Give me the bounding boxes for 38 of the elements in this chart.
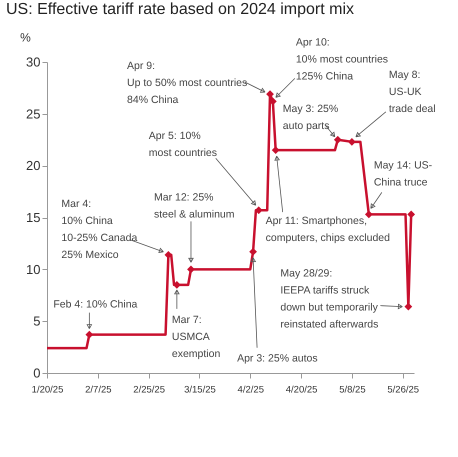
chart-title: US: Effective tariff rate based on 2024 import mix bbox=[6, 1, 354, 18]
annotation: Mar 7: USMCA exemption bbox=[172, 314, 220, 360]
annotation: Apr 5: 10% most countries bbox=[148, 130, 218, 160]
x-tick-label: 2/25/25 bbox=[133, 384, 165, 396]
annotation: May 8: US-UK trade deal bbox=[388, 68, 436, 115]
x-tick-label: 4/20/25 bbox=[286, 384, 318, 396]
point bbox=[187, 265, 195, 274]
x-tick-label: 1/20/25 bbox=[32, 384, 64, 396]
y-axis-title: % bbox=[20, 30, 32, 44]
annotation: May 3: 25% auto parts bbox=[282, 102, 338, 132]
y-tick-label: 25 bbox=[26, 106, 40, 122]
annotation: May 28/29: IEEPA tariffs struck down but temporarily reinstated afterwards bbox=[280, 268, 379, 331]
point bbox=[364, 210, 373, 218]
point bbox=[407, 210, 416, 218]
annotation: Apr 3: 25% autos bbox=[237, 352, 318, 365]
y-tick-label: 0 bbox=[33, 366, 40, 380]
x-tick-label: 2/7/25 bbox=[85, 384, 112, 396]
y-tick-label: 30 bbox=[26, 54, 40, 70]
annotation: Apr 10: 10% most countries 125% China bbox=[296, 36, 388, 82]
x-tick-label: 5/8/25 bbox=[339, 384, 366, 396]
annotation: Feb 4: 10% China bbox=[53, 298, 138, 311]
y-tick-label: 10 bbox=[26, 262, 40, 277]
point bbox=[348, 138, 356, 146]
annotation: May 14: US- China truce bbox=[374, 159, 433, 188]
point bbox=[334, 136, 342, 144]
annotation: Apr 9: Up to 50% most countries 84% China bbox=[127, 60, 248, 106]
point bbox=[164, 250, 172, 259]
y-tick-label: 5 bbox=[33, 314, 40, 329]
annotation: Mar 4: 10% China 10-25% Canada 25% Mexico bbox=[61, 198, 138, 261]
y-tick-label: 15 bbox=[26, 210, 40, 225]
point bbox=[85, 330, 94, 339]
annotation: Apr 11: Smartphones, computers, chips excluded bbox=[266, 215, 390, 244]
y-tick-label: 20 bbox=[26, 158, 40, 174]
x-tick-label: 4/2/25 bbox=[238, 384, 264, 396]
x-tick-label: 5/26/25 bbox=[387, 384, 420, 396]
annotation: Mar 12: 25% steel & aluminum bbox=[154, 191, 235, 220]
point bbox=[249, 248, 257, 256]
x-tick-label: 3/15/25 bbox=[184, 384, 216, 396]
